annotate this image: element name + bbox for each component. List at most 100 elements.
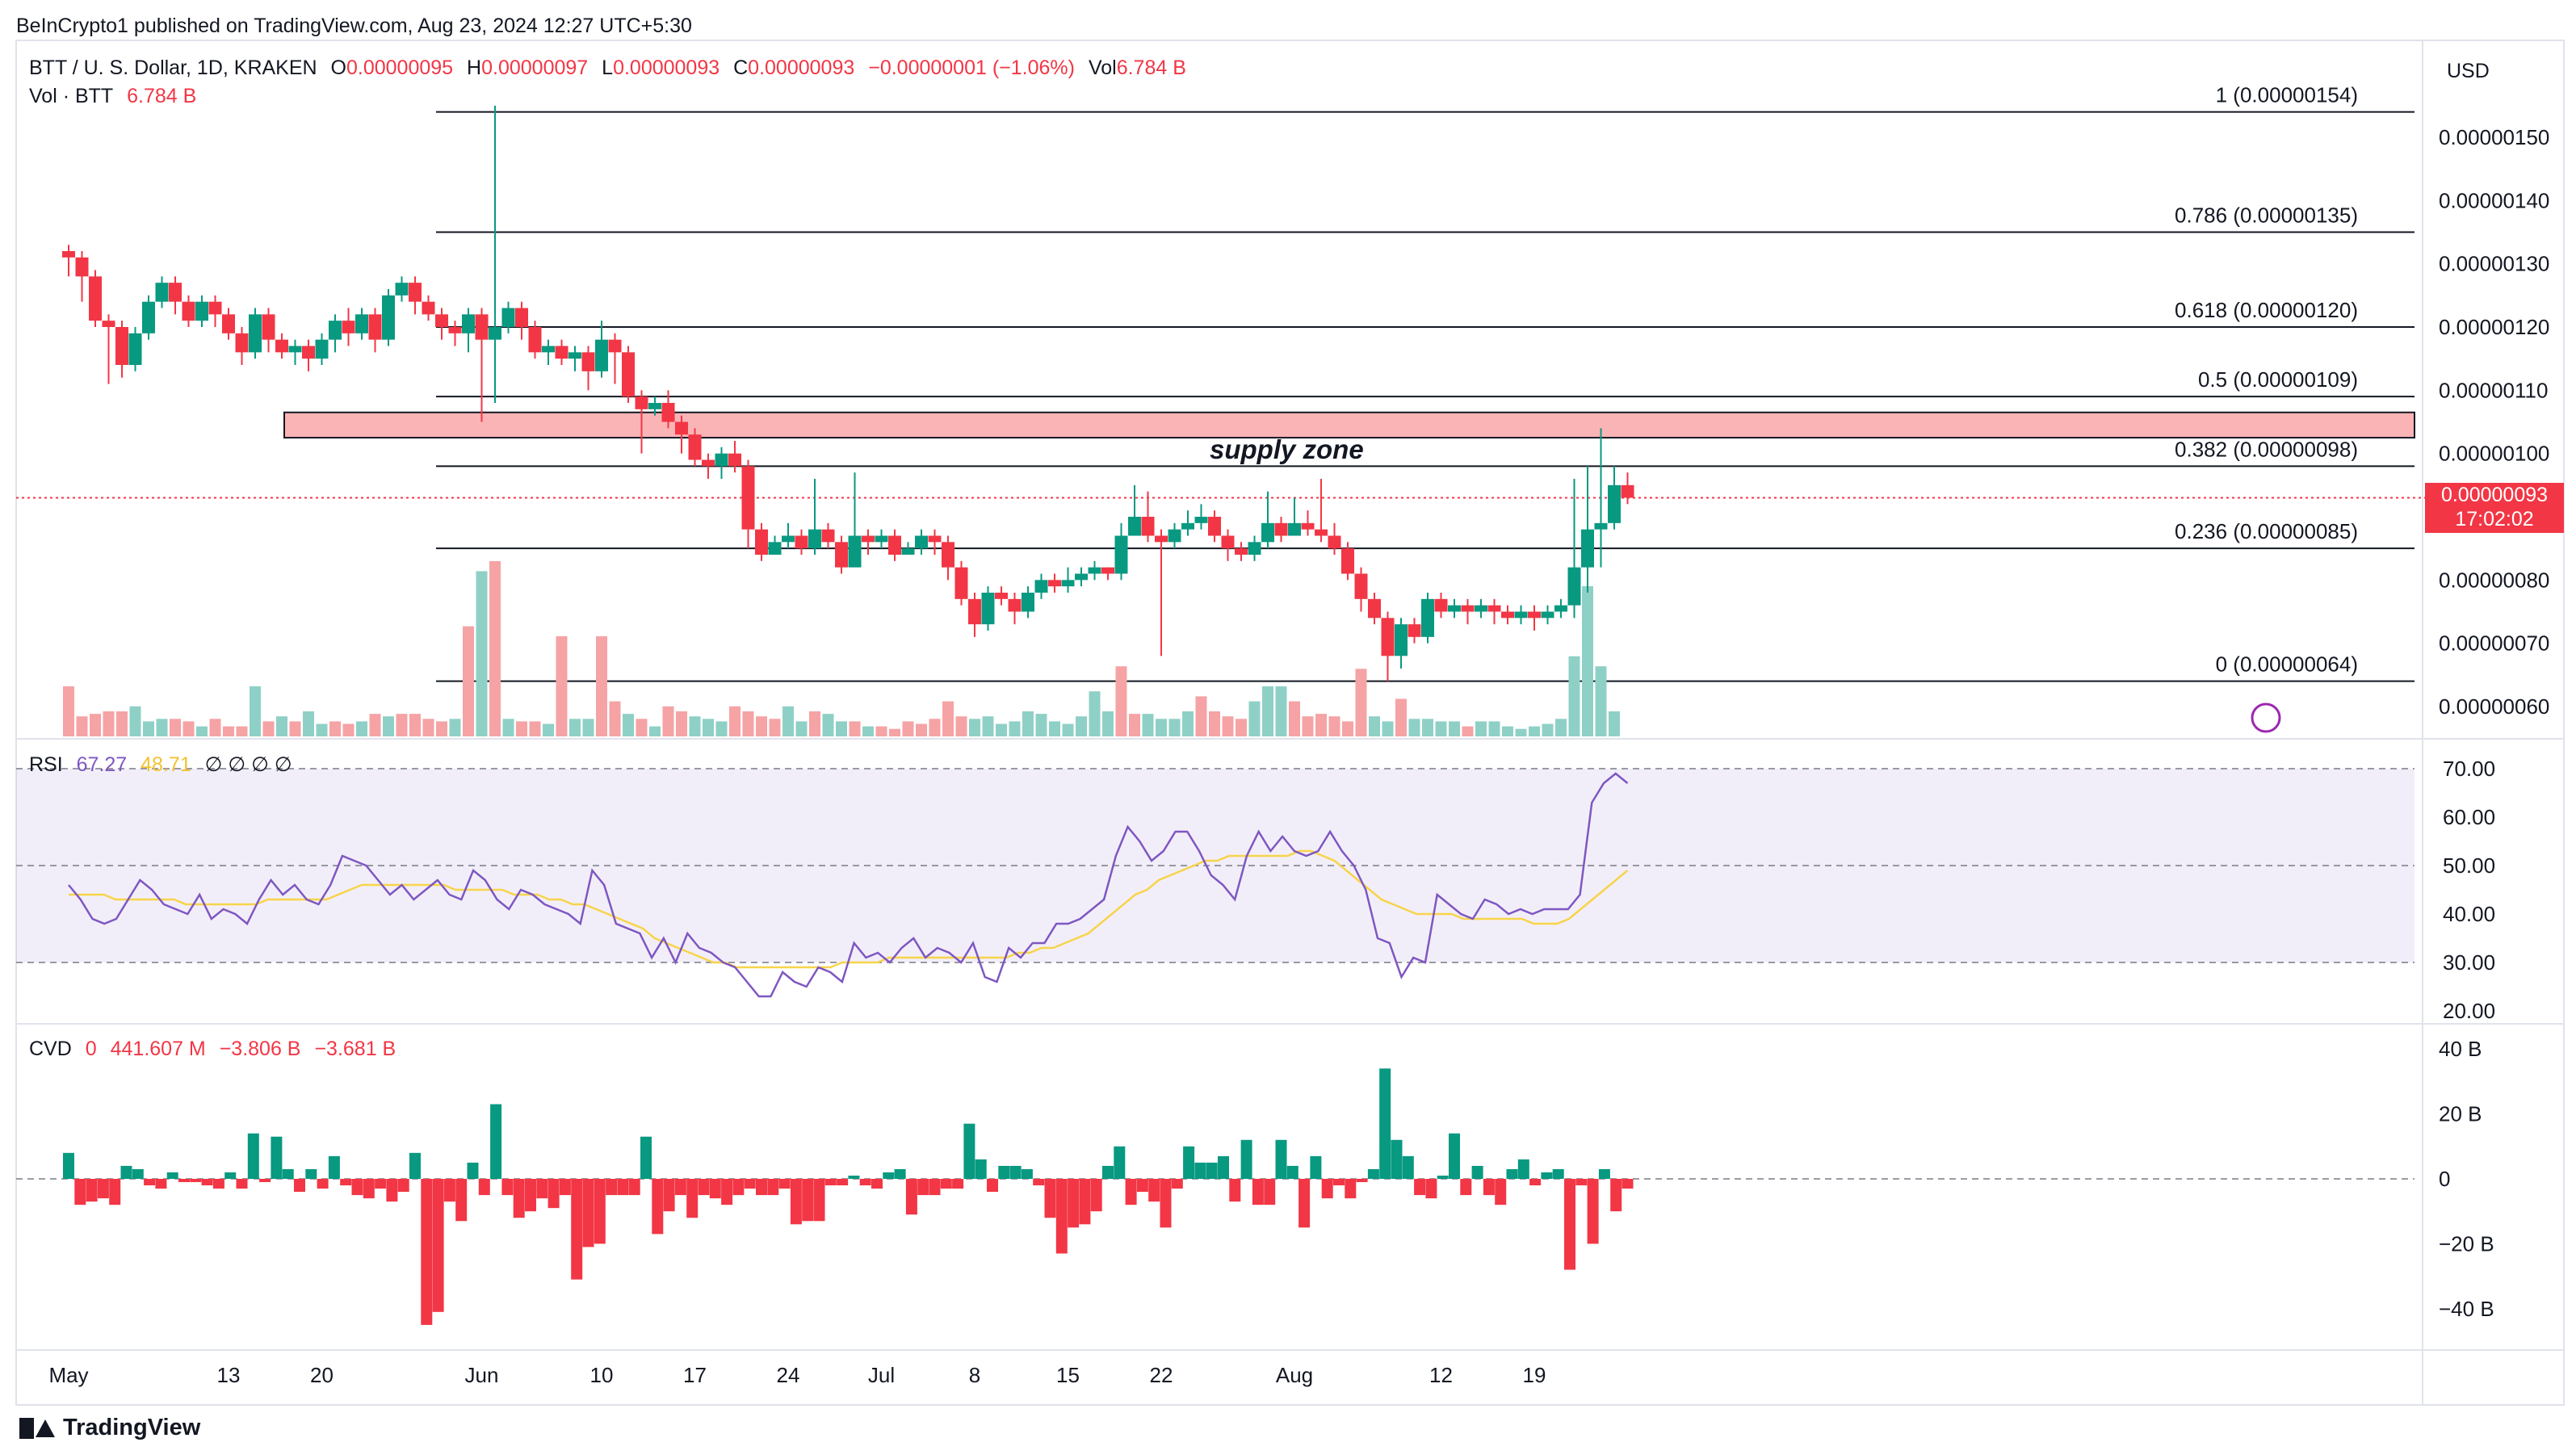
candle-body (728, 453, 741, 467)
volume-bar (742, 711, 754, 736)
candle-body (1208, 517, 1221, 536)
cvd-bar (756, 1179, 767, 1196)
volume-bar (476, 571, 488, 736)
volume-bar (289, 721, 301, 736)
cvd-bar (155, 1179, 167, 1189)
candle-body (1128, 517, 1141, 536)
cvd-bar (790, 1179, 802, 1225)
symbol-title[interactable]: BTT / U. S. Dollar, 1D, KRAKEN (29, 57, 317, 79)
cvd-bar (1564, 1179, 1575, 1270)
volume-bar (1102, 711, 1114, 736)
cvd-bar (109, 1179, 121, 1206)
volume-bar (649, 726, 661, 736)
cvd-bar (1102, 1165, 1114, 1179)
currency-label[interactable]: USD (2447, 60, 2490, 82)
cvd-bar (1229, 1179, 1241, 1202)
supply-zone-label: supply zone (1210, 434, 1364, 464)
volume-bar (1502, 726, 1513, 736)
cvd-bar (201, 1179, 213, 1186)
cvd-bar (1541, 1172, 1553, 1179)
candle-body (62, 251, 75, 258)
cvd-bar (1021, 1168, 1033, 1179)
fib-level-label: 0.786 (0.00000135) (2175, 203, 2358, 228)
cvd-bar (1379, 1068, 1391, 1179)
cvd-bar (86, 1179, 98, 1202)
candle-body (475, 314, 489, 340)
time-tick-label: 15 (1056, 1363, 1080, 1387)
cvd-legend[interactable]: CVD 0 441.607 M −3.806 B −3.681 B (29, 1038, 404, 1061)
volume-bar (756, 716, 767, 736)
cvd-bar (1264, 1179, 1276, 1206)
cvd-bar (1449, 1133, 1460, 1179)
cvd-bar (571, 1179, 583, 1280)
cvd-bar (1183, 1146, 1195, 1179)
volume-bar (1422, 719, 1433, 736)
cvd-bar (409, 1152, 421, 1179)
candle-body (1501, 611, 1514, 618)
candle-body (608, 339, 622, 353)
volume-bar (1129, 714, 1140, 736)
countdown-value: 17:02:02 (2455, 508, 2534, 530)
time-tick-label: May (48, 1363, 88, 1387)
rsi-tick-label: 20.00 (2443, 999, 2495, 1023)
volume-bar (1355, 669, 1367, 736)
tradingview-logo[interactable]: TradingView (19, 1415, 200, 1441)
cvd-bar (871, 1179, 883, 1189)
candle-body (155, 283, 169, 302)
cvd-bar (271, 1136, 283, 1179)
last-price-tag: 0.00000093 17:02:02 (2425, 483, 2564, 533)
price-tick-label: 0.00000080 (2439, 568, 2549, 592)
volume-bar (543, 723, 554, 736)
cvd-bar (813, 1179, 825, 1222)
volume-bar (369, 714, 381, 736)
cvd-bar (490, 1104, 502, 1179)
candle-body (315, 339, 329, 359)
candle-body (1434, 598, 1448, 612)
cvd-bar (144, 1179, 156, 1186)
candle-body (915, 535, 928, 549)
cvd-bar (1495, 1179, 1507, 1206)
symbol-legend[interactable]: BTT / U. S. Dollar, 1D, KRAKEN O0.000000… (29, 57, 1194, 80)
cvd-bar (1160, 1179, 1172, 1228)
volume-bar (1022, 711, 1034, 736)
price-change: −0.00000001 (−1.06%) (868, 57, 1075, 79)
candle-body (1168, 529, 1181, 543)
volume-bar (329, 721, 341, 736)
cvd-bar (328, 1155, 340, 1179)
candle-body (862, 535, 875, 543)
candle-body (954, 567, 968, 599)
volume-bar (1328, 716, 1340, 736)
candle-body (1554, 605, 1567, 612)
candle-body (1061, 580, 1075, 587)
ohlc-high: H0.00000097 (467, 57, 589, 79)
volume-bar (795, 721, 808, 736)
candle-body (1022, 593, 1034, 612)
volume-bar (1289, 701, 1300, 736)
volume-bar (1062, 723, 1074, 736)
volume-bar (170, 719, 181, 736)
time-tick-label: Aug (1276, 1363, 1313, 1387)
candle-body (675, 421, 688, 435)
cvd-bar (963, 1123, 975, 1179)
price-tick-label: 0.00000100 (2439, 442, 2549, 466)
candle-body (542, 346, 555, 353)
time-tick-label: 12 (1429, 1363, 1453, 1387)
cvd-bar (132, 1168, 144, 1179)
candle-body (981, 593, 995, 625)
candle-body (235, 333, 249, 353)
candle-body (501, 308, 515, 327)
rsi-legend[interactable]: RSI 67.27 48.71 ∅ ∅ ∅ ∅ (29, 753, 300, 777)
candle-body (515, 308, 528, 327)
volume-legend[interactable]: Vol · BTT 6.784 B (29, 85, 204, 108)
candle-body (1328, 535, 1341, 549)
cvd-bar (190, 1179, 202, 1183)
candle-body (835, 542, 848, 568)
candle-body (1461, 605, 1475, 612)
volume-bar (463, 626, 474, 736)
cvd-bar (1321, 1179, 1333, 1199)
volume-bar (1369, 716, 1380, 736)
rsi-tick-label: 40.00 (2443, 902, 2495, 926)
candle-body (622, 352, 635, 397)
volume-bar (276, 716, 287, 736)
